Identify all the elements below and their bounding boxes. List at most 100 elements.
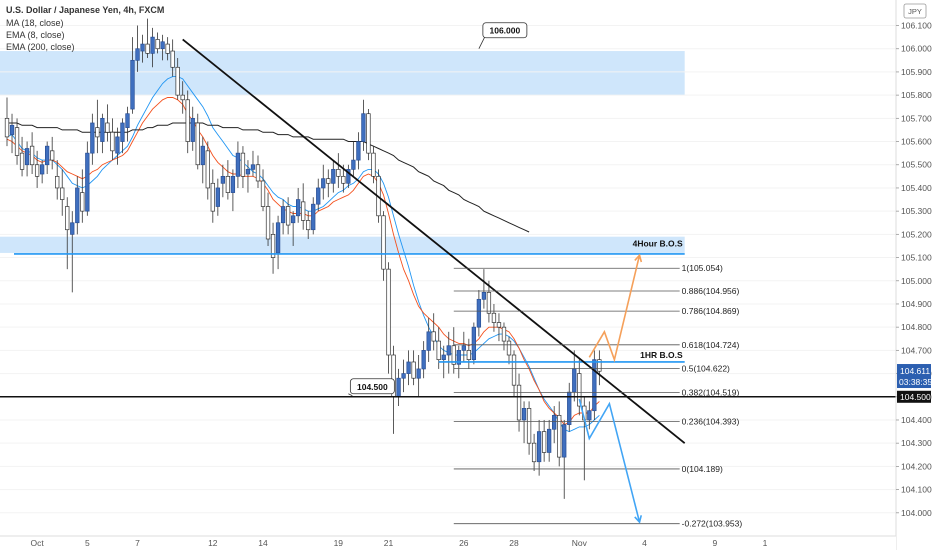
price-axis[interactable]: 106.100 106.000 105.900 105.800 105.700 105.6… <box>895 0 932 550</box>
candle-33[interactable] <box>170 39 175 77</box>
candle-15[interactable] <box>80 169 85 223</box>
candle-103[interactable] <box>521 401 527 444</box>
candle-118[interactable] <box>597 350 602 386</box>
candle-39[interactable] <box>200 136 205 184</box>
candle-6[interactable] <box>34 150 40 188</box>
candle-84[interactable] <box>426 317 431 362</box>
candle-104[interactable] <box>526 401 532 455</box>
candle-68[interactable] <box>346 164 351 188</box>
candle-49[interactable] <box>250 150 256 177</box>
candle-30[interactable] <box>155 32 160 54</box>
candle-11[interactable] <box>60 169 65 216</box>
candle-65[interactable] <box>331 160 336 193</box>
candle-95[interactable] <box>481 269 487 309</box>
candle-12[interactable] <box>65 197 70 270</box>
trendline[interactable] <box>182 38 686 444</box>
candle-10[interactable] <box>55 160 60 200</box>
candle-36[interactable] <box>185 90 190 154</box>
candle-62[interactable] <box>316 178 321 212</box>
candles[interactable] <box>4 18 602 499</box>
candle-85[interactable] <box>431 313 436 351</box>
candle-80[interactable] <box>406 350 411 386</box>
candle-41[interactable] <box>210 169 215 223</box>
currency-badge[interactable]: JPY <box>903 3 927 19</box>
candle-0[interactable] <box>4 97 10 147</box>
candle-43[interactable] <box>220 164 226 198</box>
candle-1[interactable] <box>9 113 15 154</box>
candle-21[interactable] <box>110 118 115 161</box>
candle-54[interactable] <box>275 215 281 270</box>
candle-50[interactable] <box>255 155 261 188</box>
candle-76[interactable] <box>386 262 391 374</box>
candle-13[interactable] <box>70 211 75 293</box>
candle-75[interactable] <box>381 211 386 281</box>
candle-82[interactable] <box>416 355 421 397</box>
candle-72[interactable] <box>366 109 371 161</box>
candle-111[interactable] <box>562 419 567 499</box>
last-price-tag[interactable] <box>897 364 931 389</box>
candle-22[interactable] <box>115 127 120 165</box>
zone-0[interactable] <box>0 51 685 96</box>
candle-108[interactable] <box>547 419 552 462</box>
candle-100[interactable] <box>506 336 512 365</box>
candle-24[interactable] <box>125 106 130 142</box>
candle-42[interactable] <box>215 178 220 216</box>
candle-16[interactable] <box>85 141 90 216</box>
candle-14[interactable] <box>75 176 80 235</box>
candle-53[interactable] <box>270 222 276 274</box>
candle-99[interactable] <box>501 322 507 351</box>
candle-37[interactable] <box>190 106 195 151</box>
candle-109[interactable] <box>552 406 557 444</box>
candle-55[interactable] <box>280 199 286 235</box>
candle-9[interactable] <box>50 136 55 170</box>
candle-114[interactable] <box>577 359 582 416</box>
candle-79[interactable] <box>401 359 406 393</box>
candle-20[interactable] <box>105 104 110 142</box>
candle-71[interactable] <box>361 99 366 151</box>
candle-60[interactable] <box>306 211 311 239</box>
candle-23[interactable] <box>120 118 125 154</box>
candle-105[interactable] <box>531 433 537 472</box>
candle-110[interactable] <box>557 401 562 467</box>
candle-8[interactable] <box>45 141 50 175</box>
candle-98[interactable] <box>496 313 502 342</box>
callout-104500-box[interactable] <box>349 378 395 395</box>
candle-117[interactable] <box>592 350 597 420</box>
candle-63[interactable] <box>321 164 326 200</box>
candle-106[interactable] <box>536 419 542 476</box>
candle-19[interactable] <box>100 113 105 154</box>
candle-27[interactable] <box>140 34 145 63</box>
candle-83[interactable] <box>421 341 426 379</box>
candle-51[interactable] <box>260 169 266 212</box>
candle-61[interactable] <box>311 197 316 235</box>
candle-116[interactable] <box>587 401 592 430</box>
candle-97[interactable] <box>491 303 497 332</box>
candle-29[interactable] <box>150 27 155 68</box>
candle-58[interactable] <box>296 187 301 223</box>
candle-40[interactable] <box>205 141 210 200</box>
candle-107[interactable] <box>541 419 547 462</box>
projection-up[interactable] <box>588 255 641 363</box>
projection-down[interactable] <box>578 398 641 523</box>
candle-45[interactable] <box>230 169 236 212</box>
candle-88[interactable] <box>446 331 451 374</box>
candle-2[interactable] <box>14 118 20 165</box>
candle-56[interactable] <box>285 197 291 235</box>
candle-66[interactable] <box>336 153 341 188</box>
candle-26[interactable] <box>135 25 140 72</box>
candle-101[interactable] <box>511 350 517 397</box>
time-axis[interactable]: Oct 5 7 12 14 19 21 26 28 Nov 4 9 1 <box>0 535 896 550</box>
candle-31[interactable] <box>160 34 165 61</box>
candle-47[interactable] <box>240 146 246 188</box>
candle-52[interactable] <box>265 192 271 246</box>
candle-17[interactable] <box>90 113 95 165</box>
candle-94[interactable] <box>476 290 482 337</box>
callout-106000-box[interactable] <box>482 22 528 39</box>
candle-81[interactable] <box>411 350 416 386</box>
candle-3[interactable] <box>19 136 25 177</box>
candle-96[interactable] <box>486 280 492 323</box>
candle-70[interactable] <box>356 132 361 170</box>
candle-73[interactable] <box>371 146 376 184</box>
candle-7[interactable] <box>39 160 45 184</box>
candle-48[interactable] <box>245 160 251 193</box>
